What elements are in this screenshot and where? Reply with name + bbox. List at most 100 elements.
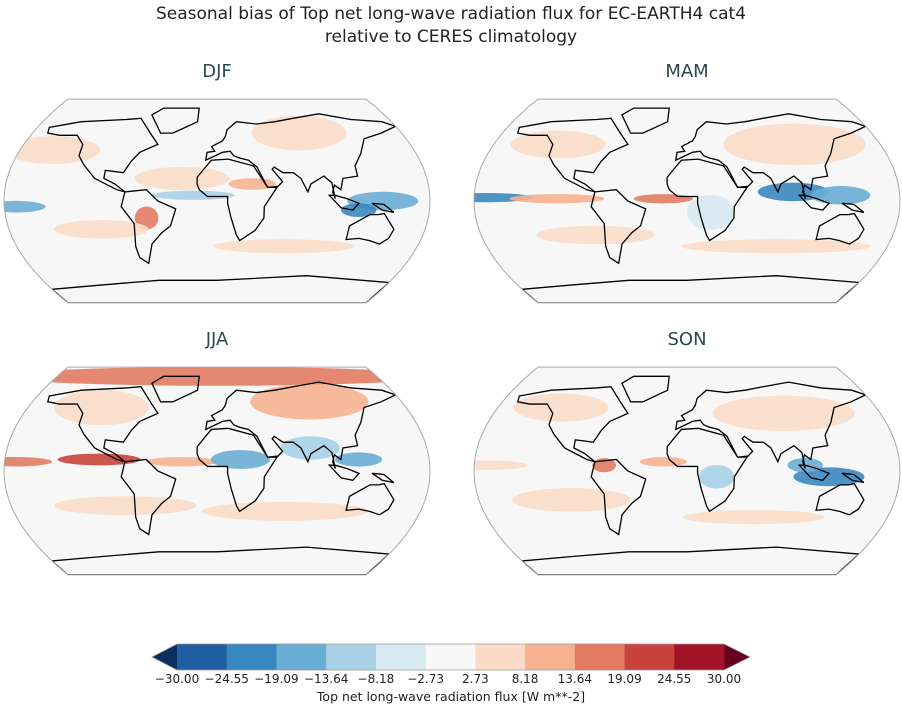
coastline [590,189,647,265]
colorbar-tick-label: −13.64 [303,672,349,686]
coastline [196,158,279,242]
colorbar-label: Top net long-wave radiation flux [W m**-… [316,689,586,704]
bias-region [4,457,52,467]
coastline [50,275,391,303]
bias-region [682,510,825,525]
coastline [797,194,831,211]
colorbar-tick-label: −19.09 [254,672,299,686]
coastline [841,472,865,484]
bias-region [509,194,605,204]
bias-region [280,436,340,460]
coastline [120,189,177,265]
colorbar-tick-label: 8.18 [511,672,539,686]
colorbar-tick-label: 24.55 [657,672,692,686]
coastline [590,458,647,536]
bias-region [251,115,347,151]
coastline [841,202,865,213]
panel-title-mam: MAM [665,61,709,82]
colorbar-segment [177,644,228,670]
colorbar-tick-label: 19.09 [607,672,642,686]
map-boundary [473,98,901,304]
bias-region [54,389,149,426]
bias-region [54,496,197,516]
coastline [327,464,361,481]
coastline [204,381,398,469]
panel-title-son: SON [667,329,707,350]
colorbar-segment [525,644,576,670]
coastline [46,117,159,193]
coastline [666,427,749,513]
figure-title-line1: Seasonal bias of Top net long-wave radia… [155,4,747,24]
bias-region [681,239,871,254]
coastline [621,375,670,403]
bias-region [686,194,735,230]
colorbar-tick-label: 30.00 [706,672,742,686]
figure-title-line2: relative to CERES climatology [324,27,578,47]
coastline [371,472,395,484]
coastline [196,427,279,513]
coastline [120,458,177,536]
bias-region [250,384,369,420]
bias-region [151,190,235,200]
coastline [674,381,868,469]
bias-region [793,467,865,487]
bias-region [340,203,377,218]
coastline [815,212,865,245]
coastline [516,117,629,193]
bias-region [510,130,606,159]
bias-region [512,488,631,512]
colorbar-tick-label: −2.73 [407,672,445,686]
map-djf [3,98,431,304]
bias-region [712,395,855,431]
bias-region [698,465,735,489]
colorbar-segment [674,644,725,670]
coastline [674,113,868,199]
bias-region [474,460,528,470]
coastline [815,483,865,516]
colorbar-segment [475,644,526,670]
colorbar-over-triangle [724,644,750,670]
colorbar-tick-label: 13.64 [557,672,592,686]
bias-region [201,501,368,521]
bias-region [54,220,149,239]
bias-region [513,393,609,422]
bias-region [4,200,46,213]
map-son [473,366,901,576]
colorbar-tick-label: 2.73 [462,672,489,686]
coastline [516,386,629,463]
bias-region [134,206,159,230]
panel-title-jja: JJA [205,329,229,350]
coastline [50,546,391,575]
coastline [151,375,200,403]
coastline [621,107,670,134]
map-mam [473,98,901,304]
map-boundary [3,98,431,304]
coastline [797,464,831,481]
colorbar-segment [375,644,427,670]
colorbar-segment [624,644,675,670]
colorbar-segment [574,644,626,670]
coastline [345,212,395,245]
bias-region [134,166,230,190]
coastline [666,158,749,242]
colorbar-segment [226,644,277,670]
bias-region [334,452,383,467]
panel-title-djf: DJF [202,61,232,82]
coastline [520,546,861,575]
bias-region [723,123,866,166]
colorbar-tick-label: −30.00 [154,672,200,686]
colorbar-segment [425,644,476,670]
bias-region [4,367,430,386]
coastline [345,483,395,516]
bias-region [639,457,688,467]
map-jja [3,366,431,576]
coastline [204,113,398,199]
colorbar-tick-label: −24.55 [204,672,249,686]
bias-region [811,186,871,205]
colorbar-segment [326,644,377,670]
map-boundary [3,366,431,576]
bias-region [474,192,534,203]
colorbar-under-triangle [152,644,177,670]
coastline [46,386,159,463]
coastline [371,202,395,213]
